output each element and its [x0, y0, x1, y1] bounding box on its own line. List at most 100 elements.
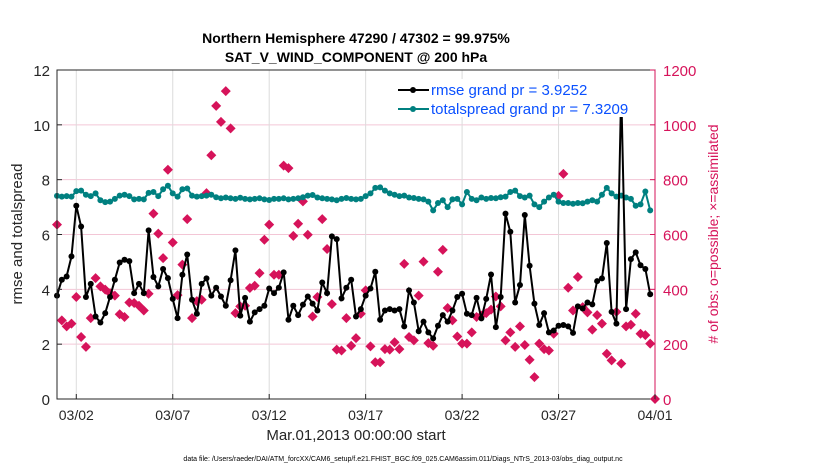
totalspread-point [232, 195, 239, 202]
obs-count-marker [640, 330, 651, 341]
rmse-point [623, 306, 630, 313]
rmse-point [381, 307, 388, 314]
obs-count-marker [514, 321, 525, 332]
obs-count-marker [375, 357, 386, 368]
totalspread-point [251, 195, 258, 202]
rmse-point [598, 275, 605, 282]
rmse-point [536, 321, 543, 328]
rmse-point [140, 290, 147, 297]
x-axis-label: Mar.01,2013 00:00:00 start [266, 427, 446, 444]
axis-ticks: 0 2 4 6 8 10 12 0 200 400 600 800 1000 1200 03/02 03/07… [33, 63, 696, 423]
rmse-point [357, 306, 364, 313]
totalspread-point [425, 198, 432, 205]
obs-count-marker [307, 311, 318, 322]
totalspread-point [531, 201, 538, 208]
totalspread-point [386, 190, 393, 197]
obs-count-marker [153, 228, 164, 239]
totalspread-point [304, 192, 311, 199]
rmse-point [63, 273, 70, 280]
totalspread-point [92, 190, 99, 197]
totalspread-point [328, 196, 335, 203]
obs-count-marker [283, 163, 294, 174]
obs-count-marker [341, 313, 352, 324]
rmse-point [121, 256, 128, 263]
totalspread-point [473, 197, 480, 204]
totalspread-point [290, 195, 297, 202]
rmse-point [169, 295, 176, 302]
rmse-point [314, 307, 321, 314]
rmse-point [126, 258, 133, 265]
obs-count-marker [158, 253, 169, 264]
y-tick-label: 12 [33, 63, 50, 80]
totalspread-point [594, 198, 601, 205]
obs-count-marker [592, 310, 603, 321]
totalspread-point [613, 193, 620, 200]
rmse-point [512, 299, 519, 306]
obs-count-marker [66, 318, 77, 329]
rmse-point [541, 310, 548, 317]
rmse-point [338, 295, 345, 302]
rmse-point [242, 294, 249, 301]
y-tick-label: 6 [42, 228, 50, 245]
obs-count-marker [466, 327, 477, 338]
obs-count-marker [225, 123, 236, 134]
totalspread-point [324, 195, 331, 202]
rmse-point [58, 276, 65, 283]
obs-count-marker [56, 315, 67, 326]
rmse-point [439, 312, 446, 319]
y2-tick-label: 0 [663, 392, 671, 409]
totalspread-point [647, 207, 654, 214]
totalspread-point [295, 195, 302, 202]
totalspread-point [492, 195, 499, 202]
totalspread-point [102, 199, 109, 206]
obs-count-marker [529, 372, 540, 383]
totalspread-point [193, 193, 200, 200]
obs-count-marker [365, 341, 376, 352]
rmse-point [386, 306, 393, 313]
obs-count-marker [317, 214, 328, 225]
totalspread-point [434, 199, 441, 206]
y-tick-label: 4 [42, 282, 50, 299]
rmse-point [545, 329, 552, 336]
rmse-point [150, 273, 157, 280]
rmse-point [454, 294, 461, 301]
rmse-point [102, 310, 109, 317]
rmse-point [444, 318, 451, 325]
totalspread-point [541, 198, 548, 205]
rmse-point [627, 256, 634, 263]
totalspread-point [198, 193, 205, 200]
totalspread-point [256, 195, 263, 202]
rmse-point [560, 321, 567, 328]
y2-axis-label: # of obs: o=possible; ×=assimilated [705, 124, 721, 343]
rmse-point [642, 266, 649, 273]
obs-count-marker [143, 288, 154, 299]
totalspread-point [160, 186, 167, 193]
rmse-point [367, 285, 374, 292]
obs-count-marker [119, 312, 130, 323]
obs-count-marker [384, 344, 395, 355]
rmse-point [377, 316, 384, 323]
totalspread-point [579, 200, 586, 207]
obs-count-marker [336, 345, 347, 356]
totalspread-point [63, 193, 70, 200]
totalspread-point [502, 193, 509, 200]
obs-count-marker [563, 282, 574, 293]
obs-count-marker [259, 234, 270, 245]
totalspread-point [391, 191, 398, 198]
obs-count-marker [461, 338, 472, 349]
obs-count-marker [322, 244, 333, 255]
totalspread-point [381, 187, 388, 194]
rmse-point [410, 299, 417, 306]
obs-count-marker [211, 100, 222, 111]
footer-data-file: data file: /Users/raeder/DAI/ATM_forcXX/… [183, 456, 623, 463]
totalspread-point [184, 185, 191, 192]
totalspread-point [237, 194, 244, 201]
rmse-point [203, 275, 210, 282]
totalspread-point [401, 192, 408, 199]
rmse-point [497, 294, 504, 301]
rmse-point [430, 335, 437, 342]
rmse-point [237, 312, 244, 319]
obs-count-marker [80, 341, 91, 352]
obs-count-marker [601, 348, 612, 359]
obs-count-marker [220, 86, 231, 97]
